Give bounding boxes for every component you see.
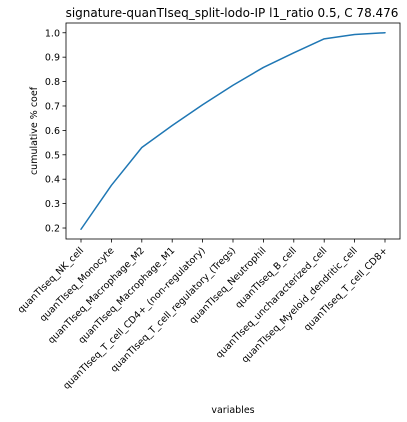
y-tick-label: 0.7 [45,101,60,112]
x-tick-label: quanTIseq_uncharacterized_cell [214,245,329,360]
y-axis: 0.2 0.3 0.4 0.5 0.6 0.7 0.8 0.9 1.0 [45,28,66,235]
plot-area [80,32,386,230]
x-tick-label: quanTIseq_T_cell_CD4+_(non-regulatory) [61,245,208,392]
x-axis: quanTIseq_NK_cellquanTIseq_MonocytequanT… [16,239,390,392]
chart-title: signature-quanTIseq_split-lodo-IP l1_rat… [66,6,399,20]
y-tick-label: 0.3 [45,199,60,210]
x-axis-label: variables [211,405,254,416]
y-tick-label: 0.4 [45,175,60,186]
y-tick-label: 0.6 [45,126,60,137]
y-tick-label: 0.9 [45,53,60,64]
series-line [80,32,386,230]
y-tick-label: 1.0 [45,28,60,39]
y-tick-label: 0.2 [45,224,60,235]
plot-frame [65,22,401,240]
y-axis-label: cumulative % coef [29,86,40,175]
y-tick-label: 0.8 [45,77,60,88]
y-tick-label: 0.5 [45,150,60,161]
